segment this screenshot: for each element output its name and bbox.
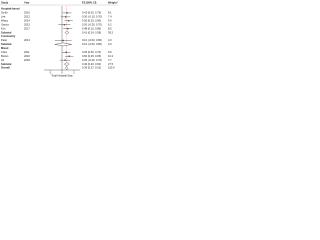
ci-label: 0.55 (0.20, 0.90) [82,18,101,22]
ci-label: 0.40 (0.20, 0.60) [82,62,101,66]
ci-label: 0.35 (0.00, 0.70) [82,50,101,54]
row-label: Brown [1,54,9,58]
year: 2018 [24,58,30,62]
row-label: Subtotal [1,42,12,46]
year: 2011 [24,50,30,54]
point-estimate [64,16,67,18]
row-label: Hospital-based [1,7,20,11]
column-header: Study [1,1,9,5]
row-label: Lee [1,15,6,19]
ci-label: 0.10 (-0.60, 0.80) [82,38,102,42]
weight: 10.2 [108,54,114,58]
weight: 7.4 [108,15,112,19]
chart: Study Year ES (95% CI) Weight % Hospital-bas… [0,1,118,78]
ci-label: 0.41 (0.24, 0.58) [82,30,101,34]
row-label: Kim [1,26,5,30]
row-label: Ali [1,58,4,62]
ci-label: 0.25 (-0.20, 0.70) [82,58,102,62]
year: 2013 [24,38,30,42]
year: 2015 [24,22,30,26]
weight: 9.0 [108,18,112,22]
weight: 6.2 [108,22,112,26]
weight: 4.3 [108,38,112,42]
weight: 8.5 [108,26,112,30]
ci-label: 0.48 (0.10, 0.86) [82,26,101,30]
point-estimate [62,39,64,42]
ci-label: 0.60 (0.25, 0.95) [82,54,101,58]
row-label: Mixed [1,46,9,50]
year: 2017 [24,26,30,30]
column-header: Weight % [108,1,118,5]
year: 2010 [24,11,30,15]
ci-label: 0.42 (0.05, 0.79) [82,11,101,15]
row-label: Subtotal [1,30,12,34]
row-label: Subtotal [1,62,12,66]
weight: 9.6 [108,50,112,54]
x-axis-label: Total Hospital Stay [51,74,73,78]
weight: 8.1 [108,11,112,15]
weight: 27.5 [108,62,114,66]
ci-label: 0.39 (0.27, 0.51) [82,66,101,70]
point-estimate [65,51,67,53]
row-label: Chen [1,50,8,54]
row-label: Wang [1,18,8,22]
point-estimate [68,55,70,57]
year: 2016 [24,54,30,58]
ci-label: 0.20 (-0.30, 0.70) [82,22,102,26]
ci-label: 0.30 (-0.10, 0.70) [82,15,102,19]
row-label: Patel [1,38,7,42]
x-tick-label: 0 [61,70,63,74]
row-label: Overall [1,66,10,70]
diamond [65,66,69,70]
year: 2012 [24,15,30,19]
point-estimate [67,27,69,30]
point-estimate [63,24,66,26]
year: 2014 [24,18,30,22]
row-label: Community [1,34,16,38]
ci-label: 0.10 (-0.60, 0.80) [82,42,102,46]
weight: 4.3 [108,42,112,46]
x-tick-label: -1 [49,70,52,74]
x-tick-label: 1 [73,70,75,74]
diamond [64,62,70,66]
row-label: Garcia [1,22,9,26]
weight: 39.2 [108,30,114,34]
column-header: Year [24,1,29,5]
point-estimate [66,12,68,14]
row-label: Smith [1,11,8,15]
weight: 7.7 [108,58,112,62]
diamond [54,42,72,47]
point-estimate [64,59,66,61]
point-estimate [67,20,70,22]
diamond [64,30,70,35]
weight: 100.0 [108,66,115,70]
column-header: ES (95% CI) [82,1,97,5]
